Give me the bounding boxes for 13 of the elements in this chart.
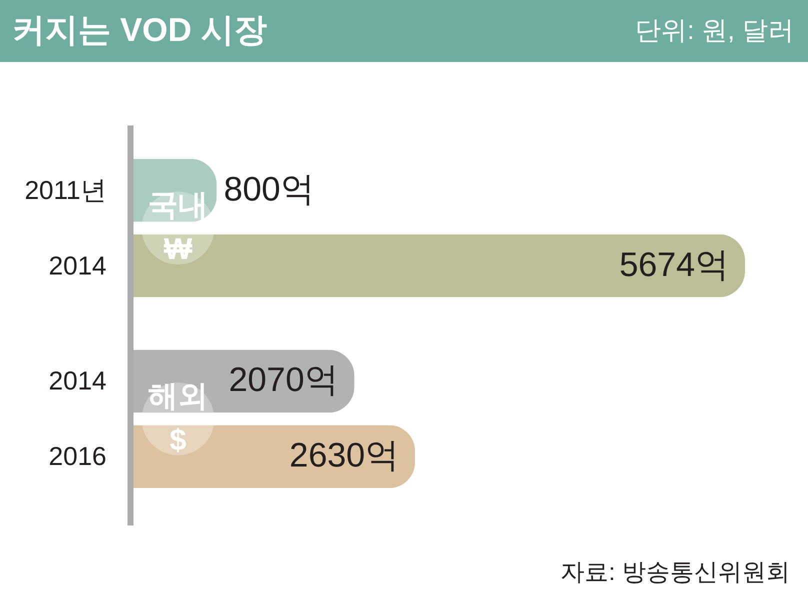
data-label: 2630억	[289, 436, 400, 475]
chart-subtitle: 단위: 원, 달러	[635, 15, 794, 45]
series-label: 국내 ₩	[148, 189, 208, 266]
y-tick-label: 2016	[48, 441, 106, 472]
series-label: 해외 $	[148, 380, 208, 457]
data-label: 2070억	[228, 361, 338, 400]
y-tick-label: 2014	[48, 366, 106, 396]
data-label: 800억	[224, 170, 314, 208]
text: 자료: 방송통신위원회	[560, 559, 790, 586]
data-label: 5674억	[619, 246, 729, 284]
chart-title: 커지는 VOD 시장	[12, 11, 267, 48]
y-tick-label: 2011년	[24, 174, 106, 205]
y-tick-label: 2014	[48, 250, 106, 280]
